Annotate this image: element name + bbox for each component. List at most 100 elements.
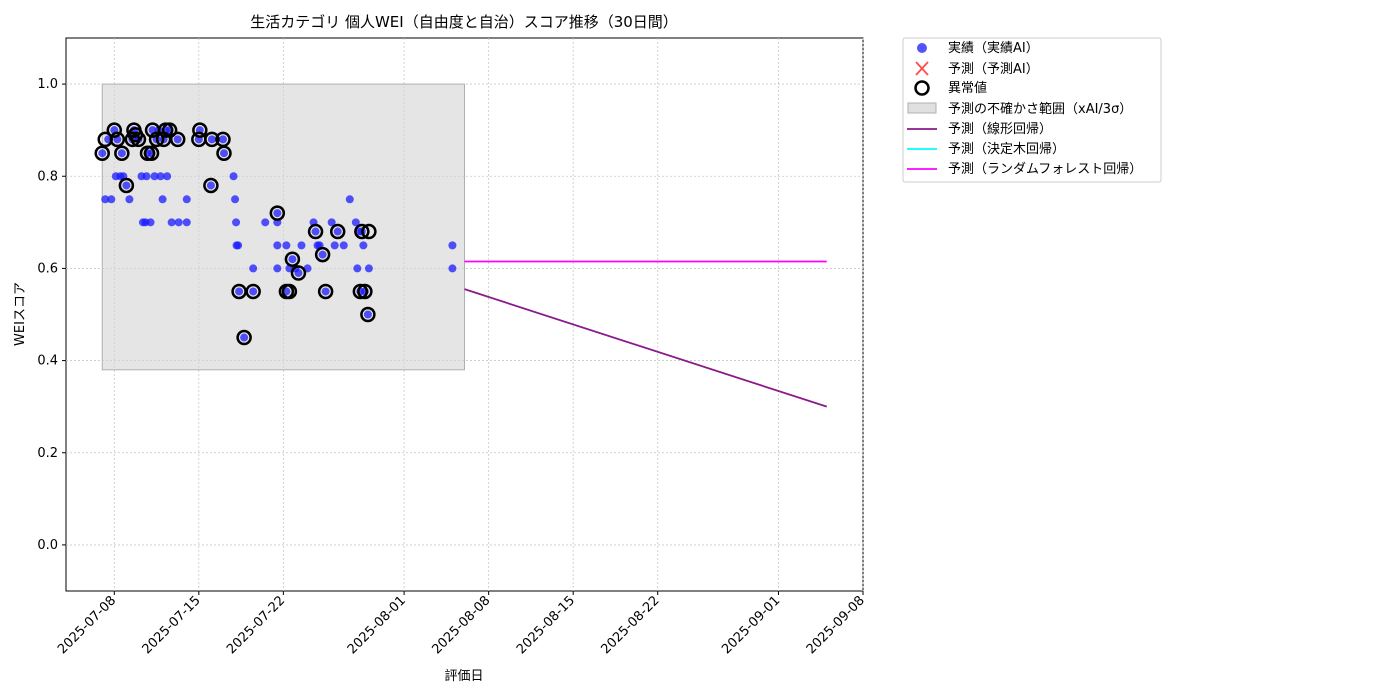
actual-point (231, 195, 240, 204)
actual-point (98, 149, 107, 158)
x-axis-label: 評価日 (444, 669, 483, 684)
x-axis: 2025-07-08 2025-07-15 2025-07-22 2025-08-01… (55, 591, 868, 657)
y-tick-label: 0.2 (37, 446, 58, 461)
actual-point (249, 287, 258, 296)
anomaly-point (203, 177, 219, 194)
actual-point (206, 181, 215, 190)
actual-point (150, 172, 159, 181)
y-tick-label: 0.6 (37, 261, 58, 276)
x-tick-label: 2025-07-22 (224, 593, 288, 657)
actual-point (234, 241, 243, 250)
actual-point (219, 149, 228, 158)
anomaly-point (216, 145, 232, 161)
legend-actual-marker (917, 43, 927, 53)
anomaly-point (245, 283, 261, 300)
actual-point (249, 264, 258, 273)
actual-point (327, 218, 336, 227)
x-tick-label: 2025-08-15 (514, 593, 578, 657)
anomaly-point (314, 246, 331, 263)
anomaly-point (357, 283, 373, 300)
anomaly-point (352, 283, 369, 300)
x-tick-label: 2025-09-08 (804, 593, 868, 657)
actual-point (364, 264, 373, 273)
actual-point (321, 287, 330, 296)
actual-point (158, 195, 167, 204)
actual-point (363, 310, 372, 319)
anomaly-point (192, 122, 208, 138)
legend-linear-label: 予測（線形回帰） (948, 121, 1052, 137)
y-tick-label: 0.0 (37, 538, 58, 553)
anomaly-point (307, 223, 324, 240)
anomaly-point (354, 223, 370, 240)
legend-actual-label: 実績（実績AI） (948, 40, 1039, 56)
actual-point (448, 264, 457, 273)
anomaly-point (284, 251, 301, 267)
anomaly-point (161, 122, 178, 138)
anomaly-point (130, 131, 147, 148)
actual-point (318, 250, 327, 259)
anomaly-point (329, 223, 346, 240)
actual-point (448, 241, 457, 250)
x-tick-label: 2025-09-01 (719, 593, 783, 657)
legend-anomaly-marker (914, 80, 930, 96)
y-tick-label: 0.8 (37, 169, 58, 184)
anomaly-point (204, 131, 220, 148)
actual-point (229, 172, 238, 181)
legend-uncertainty-swatch (907, 102, 937, 114)
y-axis-label: WEIスコア (13, 282, 28, 346)
actual-point (101, 195, 110, 204)
y-tick-label: 1.0 (37, 77, 58, 92)
actual-point (117, 149, 126, 158)
actual-point (163, 172, 172, 181)
x-tick-label: 2025-08-01 (345, 593, 409, 657)
actual-point (359, 241, 368, 250)
x-tick-label: 2025-07-15 (140, 593, 204, 657)
actual-point (288, 255, 297, 264)
actual-point (345, 195, 354, 204)
anomaly-points (94, 122, 377, 346)
anomaly-point (109, 131, 126, 148)
legend-forest-label: 予測（ランダムフォレスト回帰） (948, 161, 1142, 177)
actual-point (273, 264, 282, 273)
actual-point (273, 241, 282, 250)
legend-anomaly-label: 異常値 (948, 80, 987, 96)
chart-title: 生活カテゴリ 個人WEI（自由度と自治）スコア推移（30日間） (250, 13, 678, 31)
actual-point (174, 218, 183, 227)
anomaly-point (360, 306, 376, 323)
anomaly-point (290, 265, 307, 281)
actual-point (182, 195, 191, 204)
anomaly-point (317, 283, 334, 300)
actual-point (156, 172, 165, 181)
actual-point (142, 172, 151, 181)
legend-uncertainty-label: 予測の不確かさ範囲（xAI/3σ） (948, 101, 1132, 117)
y-tick-label: 0.4 (37, 354, 58, 369)
actual-point (311, 227, 320, 236)
actual-point (122, 181, 131, 190)
anomaly-point (94, 145, 110, 161)
legend-predicted-marker (915, 61, 929, 76)
actual-point (282, 241, 291, 250)
anomaly-point (114, 145, 130, 161)
prediction-lines (464, 260, 828, 408)
actual-point (235, 287, 244, 296)
anomaly-point (361, 223, 377, 240)
legend-predicted-label: 予測（予測AI） (948, 62, 1039, 77)
actual-point (294, 269, 303, 278)
actual-point (146, 218, 155, 227)
x-tick-label: 2025-08-22 (599, 593, 663, 657)
legend-tree-label: 予測（決定木回帰） (948, 141, 1065, 157)
actual-point (232, 218, 241, 227)
actual-point (240, 333, 249, 342)
y-axis: 0.0 0.2 0.4 0.6 0.8 1.0 (37, 77, 66, 553)
anomaly-point (236, 329, 252, 346)
actual-point (261, 218, 270, 227)
actual-point (273, 209, 282, 218)
actual-point (125, 195, 134, 204)
actual-point (333, 227, 342, 236)
actual-point (218, 135, 227, 144)
actual-point (353, 264, 362, 273)
linear-regression-line (464, 288, 828, 408)
anomaly-point (148, 131, 165, 148)
actual-point (173, 135, 182, 144)
